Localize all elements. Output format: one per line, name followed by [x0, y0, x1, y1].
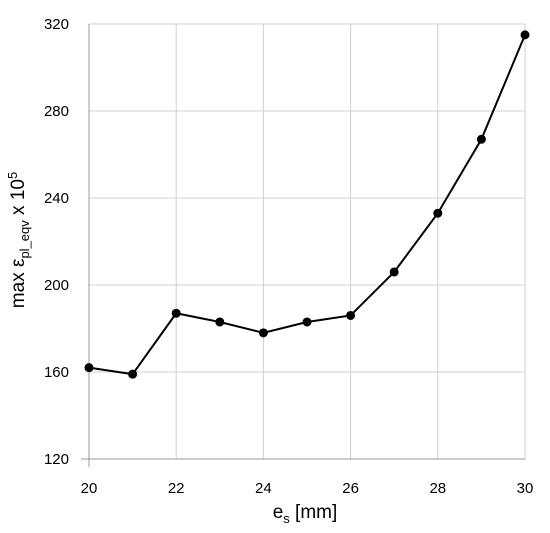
- x-tick-label: 26: [342, 480, 359, 497]
- data-point: [346, 310, 356, 320]
- data-point: [171, 308, 181, 318]
- y-label-exp: 5: [5, 172, 20, 179]
- x-label-main: e: [273, 502, 284, 523]
- y-label-factor: x 10: [8, 179, 29, 220]
- y-tick-label: 200: [44, 277, 69, 294]
- x-tick-label: 28: [429, 480, 446, 497]
- data-point: [128, 369, 138, 379]
- x-axis-label: es [mm]: [273, 502, 338, 526]
- data-point: [520, 30, 530, 40]
- data-point: [389, 267, 399, 277]
- data-point: [302, 317, 312, 327]
- x-label-unit: [mm]: [290, 502, 338, 523]
- y-label-main: max ε: [8, 258, 29, 308]
- data-point: [258, 328, 268, 338]
- data-point: [433, 208, 443, 218]
- data-point: [476, 134, 486, 144]
- y-tick-label: 320: [44, 16, 69, 33]
- y-axis-label: max εpl_eqv x 105: [5, 172, 32, 308]
- data-point: [84, 363, 94, 373]
- x-label-sub: s: [283, 511, 290, 526]
- x-tick-label: 30: [517, 480, 534, 497]
- x-tick-label: 22: [168, 480, 185, 497]
- x-tick-label: 24: [255, 480, 272, 497]
- y-tick-label: 280: [44, 103, 69, 120]
- y-tick-label: 240: [44, 190, 69, 207]
- y-tick-label: 120: [44, 451, 69, 468]
- data-point: [215, 317, 225, 327]
- y-label-sub: pl_eqv: [17, 220, 32, 259]
- x-tick-label: 20: [81, 480, 98, 497]
- y-tick-label: 160: [44, 364, 69, 381]
